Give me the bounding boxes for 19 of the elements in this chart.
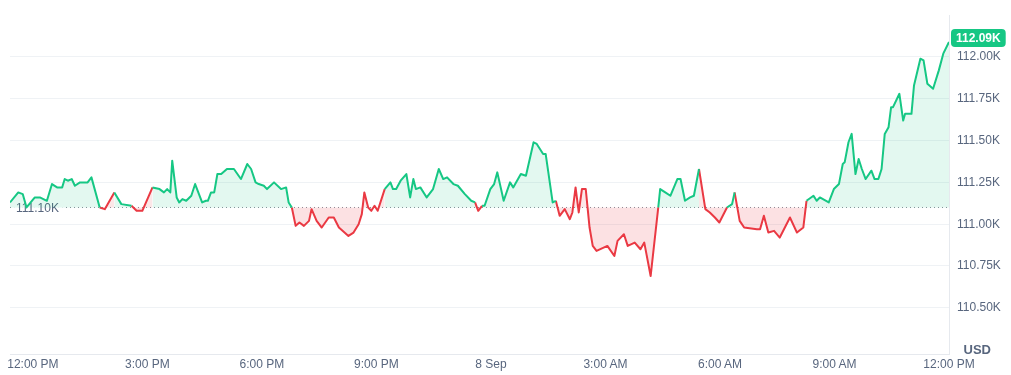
y-axis-title: USD	[963, 342, 991, 358]
x-tick-label: 9:00 AM	[812, 357, 857, 372]
x-tick-label: 3:00 PM	[125, 357, 170, 372]
y-tick-label: 111.75K	[957, 91, 1000, 106]
x-tick-label: 6:00 PM	[239, 357, 285, 372]
x-tick-label: 8 Sep	[475, 357, 507, 372]
y-tick-label: 110.50K	[957, 300, 1001, 315]
annotation: 112.09K	[956, 31, 1002, 46]
x-tick-label: 3:00 AM	[583, 357, 628, 372]
ref-line-label: 111.10K	[16, 200, 59, 215]
y-tick-label: 111.25K	[957, 174, 1000, 189]
y-tick-label: 112.00K	[957, 49, 1001, 64]
x-tick-label: 6:00 AM	[697, 357, 742, 372]
y-tick-label: 111.00K	[957, 216, 1000, 231]
x-tick-label: 9:00 PM	[354, 357, 399, 372]
y-tick-label: 111.50K	[957, 132, 1000, 147]
y-tick-label: 110.75K	[957, 258, 1001, 273]
x-tick-label: 12:00 PM	[923, 357, 975, 372]
x-tick-label: 12:00 PM	[7, 357, 59, 372]
